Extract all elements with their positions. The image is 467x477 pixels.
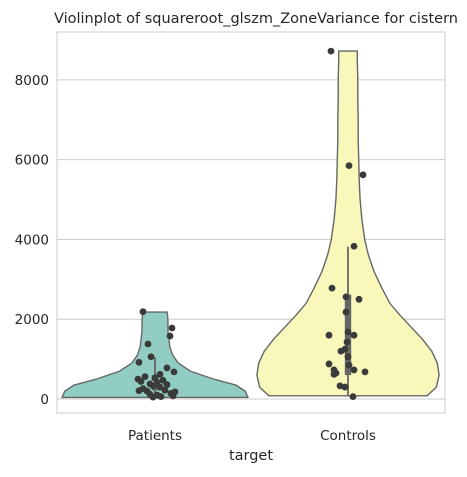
data-point (135, 358, 143, 366)
chart-title: Violinplot of squareroot_glszm_ZoneVaria… (54, 11, 458, 27)
data-point (345, 361, 353, 369)
x-axis-label: target (229, 448, 273, 464)
data-point (325, 331, 333, 339)
data-point (344, 353, 352, 361)
data-point (149, 382, 157, 390)
data-point (144, 340, 152, 348)
y-tick-label: 6000 (15, 153, 49, 169)
data-point (137, 378, 145, 385)
y-tick-label: 2000 (15, 312, 49, 328)
data-point (163, 381, 171, 389)
data-point (169, 392, 177, 400)
data-point (350, 366, 358, 374)
data-point (328, 284, 336, 292)
data-point (170, 368, 178, 376)
violin-controls (256, 50, 440, 397)
data-point (139, 308, 147, 316)
data-point (342, 308, 350, 316)
data-point (161, 386, 169, 394)
x-tick-labels: Patients Controls (128, 428, 376, 444)
y-tick-label: 4000 (15, 232, 49, 248)
data-point (342, 293, 350, 301)
data-point (147, 353, 155, 361)
violin-group (61, 47, 440, 401)
data-point (330, 370, 338, 378)
data-point (325, 360, 333, 368)
data-point (344, 328, 352, 336)
data-point (327, 47, 335, 55)
data-point (343, 338, 351, 346)
data-point (345, 162, 353, 170)
y-tick-labels: 0 2000 4000 6000 8000 (15, 73, 49, 408)
data-point (168, 324, 176, 332)
data-point (163, 364, 171, 372)
data-point (149, 393, 157, 401)
data-point (156, 383, 164, 391)
data-point (350, 242, 358, 250)
x-tick-label: Patients (128, 428, 182, 444)
data-point (166, 332, 174, 340)
data-point (135, 387, 143, 395)
data-point (359, 171, 367, 179)
data-point (159, 376, 167, 384)
data-point (350, 331, 358, 339)
y-tick-label: 8000 (15, 73, 49, 89)
data-point (141, 373, 149, 381)
y-tick-label: 0 (40, 392, 49, 408)
data-point (337, 347, 345, 355)
data-point (361, 368, 369, 376)
data-point (156, 370, 164, 378)
x-tick-label: Controls (320, 428, 376, 444)
data-point (349, 393, 357, 401)
data-point (355, 295, 363, 303)
data-point (157, 393, 165, 401)
data-point (341, 383, 349, 391)
